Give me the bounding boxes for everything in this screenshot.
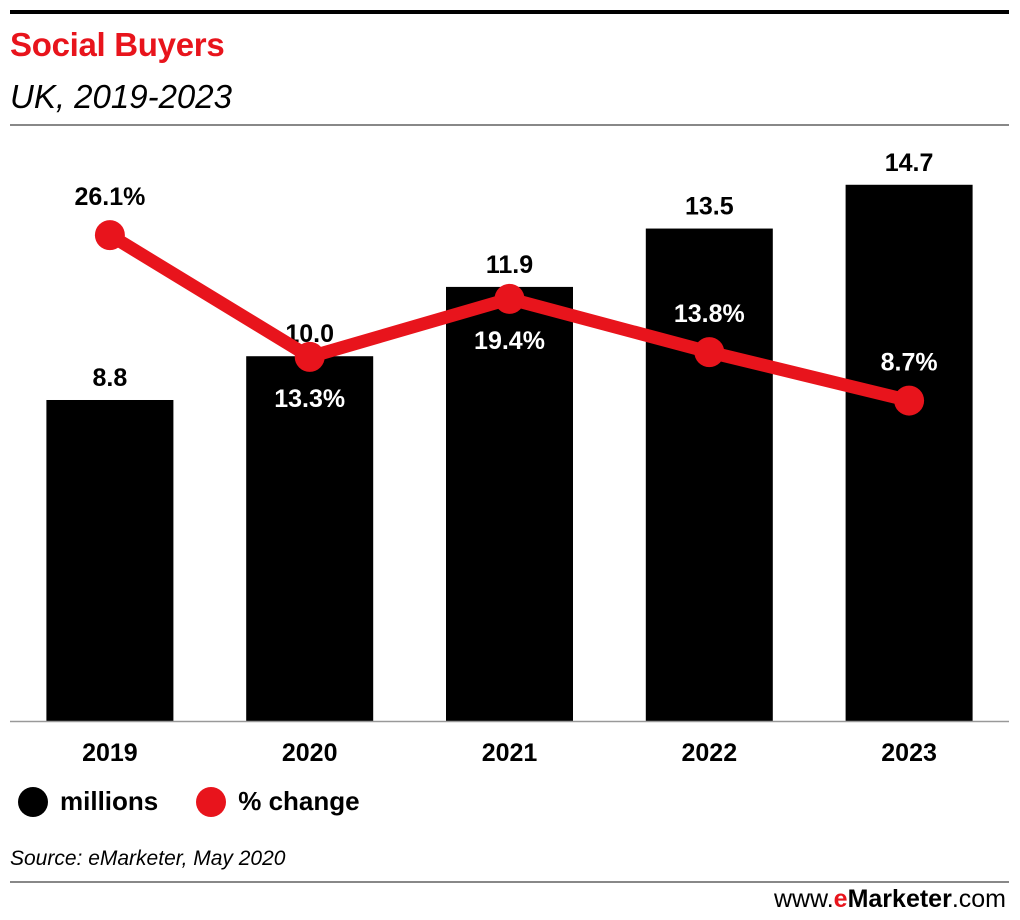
bar-2023 bbox=[845, 184, 973, 722]
change-label-2020: 13.3% bbox=[274, 385, 345, 413]
change-label-2023: 8.7% bbox=[881, 349, 938, 377]
circle-icon bbox=[18, 786, 48, 817]
legend-item-change: % change bbox=[196, 786, 360, 817]
change-point-2020 bbox=[294, 341, 325, 372]
legend: millions % change bbox=[18, 786, 398, 817]
brand-url[interactable]: www.eMarketer.com bbox=[774, 885, 1006, 914]
change-label-2019: 26.1% bbox=[74, 183, 145, 211]
x-tick-2021: 2021 bbox=[482, 739, 538, 767]
change-label-2022: 13.8% bbox=[674, 300, 745, 328]
change-label-2021: 19.4% bbox=[474, 327, 545, 355]
bar-2019 bbox=[46, 399, 174, 721]
chart-area: 8.810.011.913.514.726.1%13.3%19.4%13.8%8… bbox=[10, 149, 1009, 767]
change-point-2019 bbox=[94, 220, 125, 251]
subtitle-rule bbox=[10, 124, 1009, 126]
bar-label-2022: 13.5 bbox=[685, 193, 734, 221]
x-tick-2023: 2023 bbox=[881, 739, 937, 767]
brand-e: e bbox=[833, 885, 848, 913]
legend-item-millions: millions bbox=[18, 786, 158, 817]
change-point-2023 bbox=[894, 385, 925, 416]
top-rule bbox=[10, 10, 1009, 14]
bar-label-2019: 8.8 bbox=[93, 364, 128, 392]
x-tick-2020: 2020 bbox=[282, 739, 338, 767]
x-tick-2022: 2022 bbox=[681, 739, 737, 767]
change-point-2021 bbox=[494, 283, 525, 314]
chart-subtitle: UK, 2019-2023 bbox=[10, 78, 232, 115]
bar-label-2023: 14.7 bbox=[885, 149, 934, 177]
bar-2020 bbox=[246, 356, 374, 721]
source-note: Source: eMarketer, May 2020 bbox=[10, 847, 286, 870]
change-point-2022 bbox=[694, 337, 725, 368]
legend-label-millions: millions bbox=[60, 786, 159, 816]
bar-2022 bbox=[645, 228, 773, 721]
bar-2021 bbox=[446, 286, 573, 721]
brand-name: Marketer bbox=[847, 885, 952, 913]
chart-title: Social Buyers bbox=[10, 26, 225, 63]
octagon-icon bbox=[196, 786, 227, 817]
brand-suffix: .com bbox=[951, 885, 1006, 913]
bar-label-2021: 11.9 bbox=[486, 251, 533, 279]
legend-label-change: % change bbox=[238, 786, 360, 816]
brand-prefix: www. bbox=[773, 885, 834, 913]
bottom-rule bbox=[10, 881, 1009, 883]
x-tick-2019: 2019 bbox=[82, 739, 138, 767]
